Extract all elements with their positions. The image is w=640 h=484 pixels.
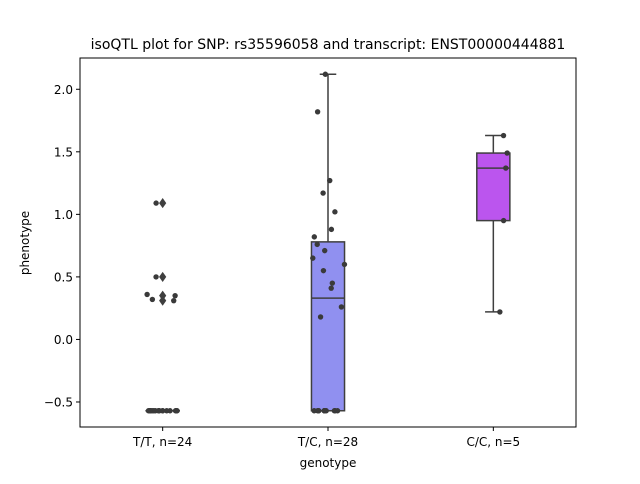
- y-tick-label: 0.5: [54, 270, 73, 284]
- data-point: [312, 234, 317, 239]
- y-tick-label: 1.5: [54, 145, 73, 159]
- outlier-marker: [159, 198, 166, 208]
- data-point: [318, 314, 323, 319]
- box-body: [311, 242, 344, 411]
- x-tick-label: T/C, n=28: [297, 435, 358, 449]
- chart-title: isoQTL plot for SNP: rs35596058 and tran…: [91, 37, 566, 53]
- x-tick-label: C/C, n=5: [466, 435, 520, 449]
- data-point: [172, 293, 177, 298]
- data-point: [330, 280, 335, 285]
- data-point: [322, 408, 327, 413]
- y-tick-label: 1.0: [54, 208, 73, 222]
- box-body: [477, 153, 510, 221]
- data-point: [167, 408, 172, 413]
- data-point: [332, 408, 337, 413]
- data-point: [174, 408, 179, 413]
- data-point: [503, 165, 508, 170]
- data-point: [144, 292, 149, 297]
- data-point: [332, 209, 337, 214]
- data-point: [171, 298, 176, 303]
- y-axis-label: phenotype: [18, 211, 32, 275]
- data-point: [160, 408, 165, 413]
- data-point: [316, 408, 321, 413]
- data-point: [322, 248, 327, 253]
- data-point: [147, 408, 152, 413]
- data-point: [342, 262, 347, 267]
- data-point: [329, 285, 334, 290]
- data-point: [321, 268, 326, 273]
- y-tick-label: 0.0: [54, 333, 73, 347]
- data-point: [150, 297, 155, 302]
- data-point: [153, 274, 158, 279]
- data-point: [501, 133, 506, 138]
- y-tick-label: −0.5: [44, 395, 73, 409]
- data-point: [327, 178, 332, 183]
- x-axis-label: genotype: [300, 456, 357, 470]
- data-point: [153, 408, 158, 413]
- data-point: [497, 309, 502, 314]
- outlier-marker: [159, 272, 166, 282]
- data-point: [329, 227, 334, 232]
- data-point: [315, 242, 320, 247]
- data-point: [504, 150, 509, 155]
- data-point: [320, 190, 325, 195]
- data-point: [323, 72, 328, 77]
- x-tick-label: T/T, n=24: [132, 435, 192, 449]
- data-point: [339, 304, 344, 309]
- data-point: [501, 218, 506, 223]
- data-point: [153, 200, 158, 205]
- data-point: [310, 255, 315, 260]
- y-tick-label: 2.0: [54, 83, 73, 97]
- data-point: [315, 109, 320, 114]
